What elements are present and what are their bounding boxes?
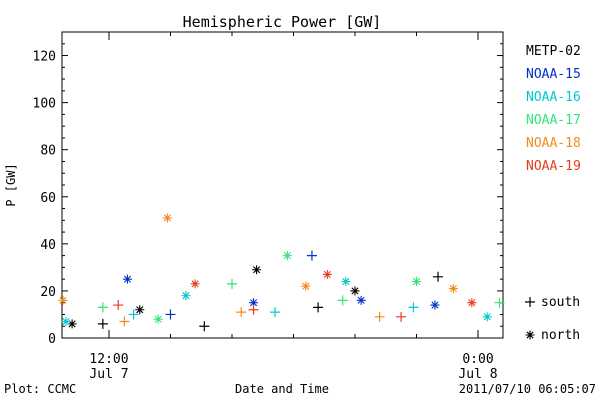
asterisk-marker — [249, 298, 259, 308]
data-points — [58, 213, 505, 332]
asterisk-marker — [430, 300, 440, 310]
x-tick-time-label: 12:00 — [89, 352, 128, 367]
y-tick-label: 60 — [40, 191, 56, 206]
plus-marker — [97, 318, 108, 329]
asterisk-marker — [162, 213, 172, 223]
x-tick-date-label: Jul 7 — [89, 367, 128, 382]
asterisk-marker — [482, 312, 492, 322]
asterisk-marker — [341, 277, 351, 287]
plus-marker — [248, 304, 259, 315]
plus-marker — [119, 316, 130, 327]
y-axis-label: P [GW] — [4, 163, 18, 206]
series-legend: METP-02 NOAA-15 NOAA-16 NOAA-17 NOAA-18 NOAA-… — [526, 44, 581, 174]
asterisk-marker — [58, 295, 68, 305]
series-noaa-19 — [113, 269, 477, 322]
series-noaa-17 — [97, 251, 505, 324]
plus-marker — [97, 302, 108, 313]
asterisk-marker — [282, 251, 292, 261]
asterisk-marker — [135, 305, 145, 315]
asterisk-marker — [61, 317, 71, 327]
plus-marker — [306, 250, 317, 261]
x-tick-date-label: Jul 8 — [458, 367, 497, 382]
plus-marker — [270, 307, 281, 318]
asterisk-marker — [252, 265, 262, 275]
x-axis-label: Date and Time — [235, 382, 329, 396]
legend-item: NOAA-16 — [526, 90, 581, 105]
marker-legend-label: north — [541, 328, 580, 343]
plus-marker — [408, 302, 419, 313]
asterisk-marker — [356, 295, 366, 305]
plus-marker — [128, 309, 139, 320]
legend-item: NOAA-18 — [526, 136, 581, 151]
asterisk-marker — [122, 274, 132, 284]
legend-item: NOAA-17 — [526, 113, 581, 128]
asterisk-marker — [153, 314, 163, 324]
series-noaa-15 — [122, 250, 440, 320]
series-metp-02 — [67, 265, 444, 332]
plus-marker — [165, 309, 176, 320]
chart-title: Hemispheric Power [GW] — [183, 13, 382, 31]
plus-marker — [113, 300, 124, 311]
asterisk-marker — [350, 286, 360, 296]
series-noaa-18 — [58, 213, 458, 327]
y-tick-label: 120 — [33, 50, 56, 65]
plus-marker — [494, 297, 505, 308]
asterisk-marker — [301, 281, 311, 291]
series-noaa-16 — [61, 277, 492, 327]
y-tick-label: 100 — [33, 97, 56, 112]
asterisk-marker — [181, 291, 191, 301]
plus-marker — [313, 302, 324, 313]
marker-legend: south north — [525, 295, 580, 343]
asterisk-marker — [190, 279, 200, 289]
legend-item: METP-02 — [526, 44, 581, 59]
asterisk-marker — [467, 298, 477, 308]
plus-marker — [525, 297, 535, 307]
marker-legend-label: south — [541, 295, 580, 310]
y-axis: 0 20 40 60 80 100 120 — [33, 43, 503, 347]
asterisk-marker — [67, 319, 77, 329]
y-tick-label: 40 — [40, 238, 56, 253]
asterisk-marker — [412, 277, 421, 287]
y-tick-label: 20 — [40, 285, 56, 300]
asterisk-marker — [448, 284, 458, 294]
plus-marker — [374, 311, 385, 322]
legend-item: NOAA-15 — [526, 67, 581, 82]
x-tick-time-label: 0:00 — [462, 352, 493, 367]
y-tick-label: 0 — [48, 332, 56, 347]
plus-marker — [227, 278, 237, 289]
plus-marker — [396, 311, 407, 322]
plot-source-label: Plot: CCMC — [4, 382, 76, 396]
timestamp-label: 2011/07/10 06:05:07 — [459, 382, 596, 396]
plus-marker — [236, 307, 247, 318]
plus-marker — [337, 295, 348, 306]
asterisk-marker — [525, 330, 535, 340]
y-tick-label: 80 — [40, 144, 56, 159]
plus-marker — [433, 271, 444, 282]
plus-marker — [199, 321, 210, 332]
legend-item: NOAA-19 — [526, 159, 581, 174]
asterisk-marker — [322, 269, 332, 279]
